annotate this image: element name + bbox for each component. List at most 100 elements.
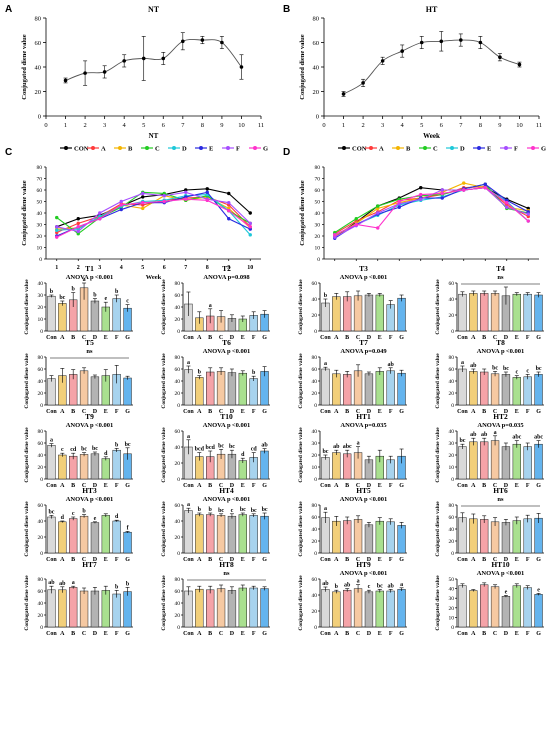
significance-letter: bcd: [195, 447, 205, 453]
significance-letter: abc: [512, 435, 521, 441]
legend-label-E: E: [487, 146, 491, 153]
anova-label: ns: [86, 348, 93, 355]
y-axis-label: Conjugated diene value: [435, 501, 441, 557]
line-chart-B: 0 20 40 60 80 0 1 2 3 4 5 6 7 8 9 10 11 HT Week Conjugated …: [299, 5, 542, 140]
data-point: [439, 39, 444, 44]
bar-E: [238, 460, 247, 480]
series-point-F: [248, 221, 252, 226]
y-tick-label: 0: [177, 625, 180, 631]
x-tick-label: Con: [183, 483, 194, 489]
legend-label-B: B: [406, 146, 411, 153]
significance-letter: b: [72, 287, 76, 293]
bar-F: [112, 298, 121, 332]
significance-letter: a: [400, 582, 403, 588]
chart-title: T6: [222, 338, 231, 347]
bar-G: [260, 588, 269, 628]
legend-label-G: G: [263, 146, 268, 153]
bar-C: [79, 515, 89, 554]
x-tick-label: E: [515, 631, 519, 637]
y-tick-label: 20: [175, 535, 181, 541]
series-point-F: [440, 188, 444, 192]
bar-B: [69, 587, 78, 628]
legend-label-B: B: [128, 146, 133, 153]
panel-letter-B: B: [283, 4, 290, 15]
y-tick-label: 20: [312, 609, 318, 615]
x-tick-label: Con: [183, 409, 194, 415]
legend-marker-B: [118, 146, 122, 150]
significance-letter: bc: [92, 446, 98, 452]
significance-letter: e: [537, 587, 540, 593]
anova-label: ANOVA p <0.001: [66, 496, 114, 503]
legend-label-D: D: [460, 146, 465, 153]
trend-line: [65, 38, 242, 81]
y-tick-label: 60: [38, 503, 44, 509]
data-point: [478, 40, 483, 45]
data-point: [361, 81, 365, 85]
bar-A: [469, 441, 478, 480]
x-tick-label: C: [356, 483, 360, 489]
x-tick-label: D: [504, 409, 509, 415]
x-tick-label: D: [504, 335, 509, 341]
bar-G: [397, 297, 406, 332]
data-point: [122, 59, 126, 63]
y-axis-label: Conjugated diene value: [161, 353, 167, 409]
chart-title: HT3: [82, 486, 97, 495]
y-tick-label: 60: [312, 577, 318, 583]
x-tick-label: 6: [163, 265, 166, 271]
series-point-E: [119, 207, 123, 212]
bar-D: [501, 596, 511, 628]
y-axis-label: Conjugated diene value: [24, 427, 30, 483]
x-tick-label: C: [493, 335, 497, 341]
x-tick-label: G: [399, 631, 404, 637]
series-line-F: [334, 187, 529, 238]
legend-marker-CON: [64, 146, 68, 150]
x-tick-label: 9: [220, 122, 223, 129]
y-tick-label: 40: [38, 519, 44, 525]
x-tick-label: B: [71, 631, 75, 637]
bar-D: [501, 446, 511, 480]
legend-marker-E: [199, 146, 203, 150]
x-tick-label: 4: [120, 265, 123, 271]
x-tick-label: Con: [46, 335, 57, 341]
x-tick-label: D: [504, 483, 509, 489]
x-tick-label: G: [125, 631, 130, 637]
x-tick-label: B: [482, 335, 486, 341]
bar-E: [512, 377, 521, 406]
multi-line-chart-D: 0 10 20 30 40 50 60 70 80 Conjugated diene value: [299, 165, 539, 263]
bar-A: [195, 377, 204, 406]
y-tick-label: 20: [312, 453, 318, 459]
chart-title: T9: [85, 412, 94, 421]
bar-B: [206, 514, 215, 554]
y-tick-label: 80: [175, 355, 181, 361]
chart-title: T5: [85, 338, 94, 347]
chart-title: T2: [222, 264, 231, 273]
x-tick-label: F: [252, 631, 256, 637]
y-axis-label: Conjugated diene value: [435, 279, 441, 335]
x-tick-label: B: [482, 483, 486, 489]
x-tick-label: 4: [401, 122, 405, 129]
significance-letter: bc: [503, 366, 509, 372]
y-tick-label: 0: [451, 329, 454, 335]
y-tick-label: 20: [38, 391, 44, 397]
series-point-E: [483, 182, 487, 186]
significance-letter: c: [61, 447, 64, 453]
significance-letter: abc: [343, 444, 352, 450]
series-point-C: [55, 215, 59, 220]
significance-letter: bc: [48, 509, 54, 515]
x-tick-label: G: [536, 335, 541, 341]
bar-E: [512, 293, 521, 332]
legend-marker-E: [477, 146, 481, 150]
bar-D: [227, 515, 237, 554]
legend-marker-CON: [342, 146, 346, 150]
bar-F: [112, 593, 121, 628]
y-tick-label: 0: [314, 477, 317, 483]
x-tick-label: B: [208, 631, 212, 637]
bar-G: [123, 377, 132, 406]
significance-letter: ab: [344, 583, 351, 589]
chart-title: T3: [359, 264, 368, 273]
legend-marker-D: [172, 146, 176, 150]
bar-A: [58, 589, 67, 628]
legend-label-D: D: [182, 146, 187, 153]
